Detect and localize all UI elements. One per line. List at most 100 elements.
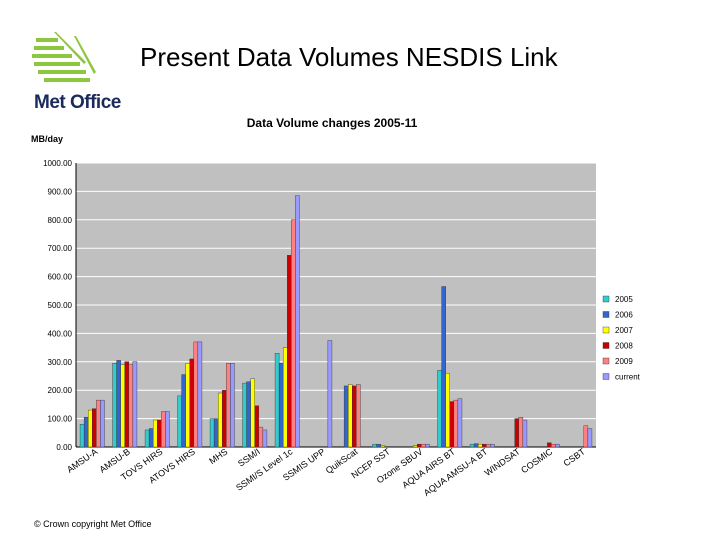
bar-current-12 — [490, 443, 495, 448]
bar-2006-6 — [278, 363, 284, 448]
bar-2007-5 — [250, 378, 255, 448]
y-tick-label: 900.00 — [48, 187, 73, 196]
bar-2009-4 — [226, 363, 231, 448]
bar-2005-2 — [144, 429, 150, 448]
bar-current-11 — [457, 398, 463, 448]
bar-2009-1 — [128, 364, 134, 448]
bar-2008-3 — [189, 358, 195, 448]
bar-2009-11 — [453, 399, 459, 448]
bar-2008-2 — [157, 419, 162, 448]
x-tick-label: SSMI/S Level 1c — [234, 446, 295, 493]
bar-2009-12 — [486, 443, 491, 448]
bar-2008-13 — [514, 418, 520, 448]
bar-2007-8 — [347, 384, 353, 448]
bar-current-10 — [425, 443, 430, 448]
logo-text: Met Office — [34, 92, 121, 113]
bar-2009-0 — [96, 399, 101, 448]
bar-2007-3 — [185, 363, 190, 448]
bar-2006-2 — [148, 428, 154, 448]
legend-label-2008: 2008 — [615, 342, 633, 351]
x-tick-label: WINDSAT — [483, 446, 523, 478]
bar-current-2 — [165, 411, 170, 448]
bar-2007-4 — [217, 392, 223, 448]
y-tick-label: 500.00 — [48, 301, 73, 310]
legend-swatch-2007 — [602, 326, 610, 334]
bar-2008-1 — [124, 361, 130, 448]
bar-current-3 — [197, 341, 203, 448]
bar-2007-11 — [445, 372, 450, 448]
legend-label-2006: 2006 — [615, 311, 633, 320]
bar-2007-1 — [120, 364, 125, 448]
bar-2009-14 — [551, 443, 556, 448]
bar-2005-12 — [469, 443, 475, 448]
bar-current-7 — [327, 340, 333, 448]
bar-2007-2 — [152, 419, 158, 448]
chart-title: Data Volume changes 2005-11 — [247, 116, 418, 130]
x-tick-label: COSMIC — [519, 446, 555, 475]
bar-current-15 — [587, 428, 593, 448]
bar-2006-3 — [181, 374, 186, 448]
bar-2007-9 — [380, 445, 385, 448]
bar-2005-3 — [177, 395, 182, 448]
bar-2009-8 — [356, 384, 361, 448]
legend-swatch-2009 — [602, 357, 610, 365]
x-tick-label: SSM/I — [236, 446, 262, 468]
bar-current-0 — [100, 399, 105, 448]
bar-2009-15 — [583, 425, 589, 448]
met-office-logo — [32, 32, 96, 82]
legend-label-2007: 2007 — [615, 326, 633, 335]
x-tick-label: MHS — [207, 446, 229, 466]
bar-current-1 — [132, 361, 138, 448]
y-tick-label: 200.00 — [48, 386, 73, 395]
bar-2006-11 — [441, 286, 446, 448]
bar-2005-9 — [372, 443, 377, 448]
slide-title: Present Data Volumes NESDIS Link — [140, 42, 558, 72]
bar-2005-1 — [112, 363, 117, 448]
y-tick-label: 400.00 — [48, 329, 73, 338]
bar-2006-0 — [83, 416, 89, 448]
legend-label-2005: 2005 — [615, 295, 633, 304]
legend-label-2009: 2009 — [615, 357, 633, 366]
y-tick-label: 1000.00 — [43, 159, 72, 168]
bar-2006-12 — [473, 443, 479, 448]
bar-2006-8 — [343, 385, 349, 448]
legend-swatch-2006 — [602, 311, 610, 318]
bar-2006-5 — [246, 381, 251, 448]
bar-2005-0 — [79, 424, 85, 448]
bar-2007-0 — [87, 409, 93, 448]
copyright-footer: © Crown copyright Met Office — [34, 519, 152, 529]
y-tick-label: 700.00 — [48, 244, 73, 253]
bar-2006-9 — [376, 443, 381, 448]
y-tick-label: 0.00 — [56, 443, 72, 452]
bar-2009-6 — [291, 219, 296, 448]
bar-2005-5 — [242, 382, 247, 448]
y-axis-label: MB/day — [31, 134, 63, 144]
bar-2007-12 — [477, 443, 483, 448]
bar-2005-4 — [209, 418, 215, 448]
bar-2009-13 — [518, 416, 524, 448]
bar-current-4 — [230, 363, 235, 448]
bar-2009-3 — [193, 341, 199, 448]
bar-2007-6 — [282, 347, 288, 448]
y-tick-label: 600.00 — [48, 273, 73, 282]
legend-swatch-2005 — [602, 295, 610, 303]
bar-2009-5 — [258, 426, 264, 448]
bar-current-6 — [295, 195, 300, 448]
x-tick-label: CSBT — [561, 446, 587, 468]
bar-2008-6 — [287, 255, 292, 448]
bar-2005-6 — [274, 353, 280, 448]
bar-2008-0 — [92, 408, 97, 448]
bar-2005-11 — [437, 370, 442, 448]
y-tick-label: 100.00 — [48, 415, 73, 424]
legend-swatch-current — [602, 373, 610, 380]
bar-2008-4 — [222, 390, 227, 448]
logo-mark-icon — [32, 32, 96, 82]
bar-2008-11 — [449, 401, 455, 448]
bar-2009-2 — [161, 411, 166, 448]
bar-2008-5 — [254, 405, 260, 448]
y-tick-label: 300.00 — [48, 358, 73, 367]
bar-current-5 — [262, 429, 268, 448]
bar-2008-8 — [352, 385, 357, 448]
bar-current-13 — [522, 419, 528, 448]
